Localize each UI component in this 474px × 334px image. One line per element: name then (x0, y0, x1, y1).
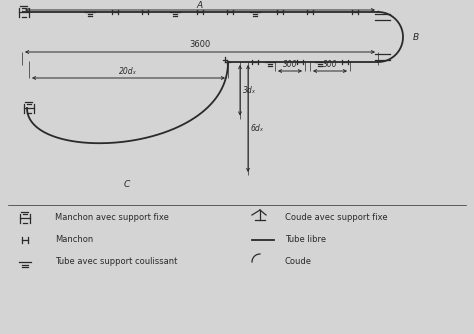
Text: Manchon avec support fixe: Manchon avec support fixe (55, 213, 169, 222)
Text: Tube avec support coulissant: Tube avec support coulissant (55, 258, 177, 267)
Text: Coude avec support fixe: Coude avec support fixe (285, 213, 388, 222)
Text: 300: 300 (283, 60, 297, 69)
Text: Tube libre: Tube libre (285, 235, 326, 244)
Text: C: C (124, 180, 130, 189)
Text: 300: 300 (323, 60, 337, 69)
Text: A: A (197, 1, 203, 10)
Text: 20dₓ: 20dₓ (118, 67, 137, 76)
Text: Coude: Coude (285, 258, 312, 267)
Text: 3600: 3600 (190, 40, 210, 49)
Text: 6dₓ: 6dₓ (251, 124, 264, 133)
Text: B: B (413, 32, 419, 41)
Text: 3dₓ: 3dₓ (243, 86, 256, 95)
Text: Manchon: Manchon (55, 235, 93, 244)
